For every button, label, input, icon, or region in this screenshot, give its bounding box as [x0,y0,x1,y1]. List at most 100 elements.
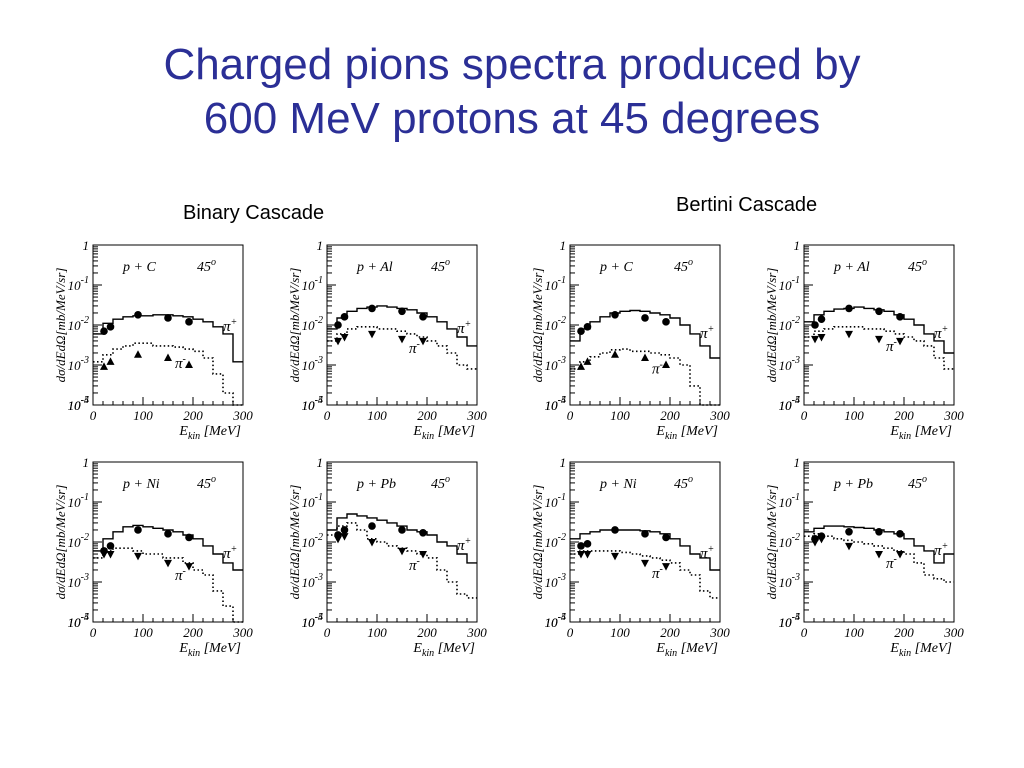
data-point-triangle-up [100,362,108,370]
pi-minus-histogram [570,348,720,406]
x-tick-label: 200 [660,625,680,640]
x-tick-label: 0 [90,408,97,423]
reaction-label: p + Pb [833,477,873,492]
data-point-circle [419,528,427,537]
angle-label: 45o [197,257,216,275]
data-point-triangle-down [662,563,670,571]
plot-frame [803,461,955,623]
data-point-circle [641,530,649,538]
x-tick-label: 300 [709,625,730,640]
data-point-triangle-up [185,360,193,368]
pi-plus-histogram [93,314,243,363]
y-axis-title: dσ/dEdΩ[mb/MeV/sr] [530,485,545,600]
x-tick-label: 300 [232,408,253,423]
data-point-circle [577,542,585,550]
data-point-circle [398,307,406,316]
data-point-triangle-down [811,539,819,547]
x-tick-label: 300 [466,625,487,640]
x-tick-label: 100 [844,625,864,640]
data-point-circle [134,310,142,319]
y-axis-title: dσ/dEdΩ[mb/MeV/sr] [287,268,302,383]
y-axis-title: dσ/dEdΩ[mb/MeV/sr] [530,268,545,383]
data-point-circle [134,526,142,534]
data-point-circle [875,527,883,536]
data-point-circle [611,310,619,319]
x-tick-label: 200 [894,408,914,423]
data-point-circle [583,323,592,331]
x-tick-label: 200 [183,408,203,423]
data-point-triangle-down [185,563,193,571]
x-tick-label: 100 [844,408,864,423]
pi-minus-label: π- [409,556,420,574]
x-tick-label: 300 [943,408,964,423]
data-point-triangle-up [164,353,172,361]
data-point-triangle-down [398,547,406,556]
data-point-triangle-down [368,330,376,339]
x-tick-label: 0 [801,625,808,640]
data-point-triangle-up [611,350,619,358]
data-point-circle [875,307,883,316]
pi-plus-label: π+ [934,541,948,559]
x-tick-label: 200 [183,625,203,640]
data-point-circle [340,526,349,534]
reaction-label: p + Ni [122,477,160,492]
data-point-triangle-down [817,535,826,544]
data-point-triangle-down [419,337,427,346]
y-tick-label: 1 [83,455,90,470]
pi-plus-histogram [570,309,720,359]
data-point-circle [164,530,172,538]
data-point-triangle-up [662,360,670,368]
plot-frame [326,461,478,623]
y-tick-label: 10-3 [779,572,800,590]
reaction-label: p + Ni [599,477,637,492]
y-axis-title: dσ/dEdΩ[mb/MeV/sr] [53,485,68,600]
y-tick-label: 10-2 [779,532,800,550]
x-tick-label: 200 [417,625,437,640]
data-point-triangle-up [583,357,592,365]
pi-plus-label: π+ [700,324,714,342]
x-tick-label: 0 [324,625,331,640]
y-tick-label: 10-1 [68,275,89,293]
data-point-circle [577,327,585,335]
plot-frame [569,244,721,406]
data-point-triangle-down [896,551,904,559]
data-point-triangle-down [811,335,819,344]
y-tick-label: 10-2 [779,315,800,333]
x-tick-label: 100 [610,408,630,423]
data-point-triangle-down [340,533,349,541]
pi-minus-label: π- [652,564,663,582]
data-point-circle [583,540,592,548]
x-axis-title: Ekin [MeV] [178,424,241,442]
y-tick-label: 10-1 [68,492,89,510]
data-point-circle [164,314,172,322]
angle-label: 45o [431,257,450,275]
y-tick-label: 10-2 [302,315,323,333]
data-point-triangle-down [334,337,342,346]
angle-label: 45o [908,474,927,492]
y-tick-label: 1 [317,238,324,253]
x-axis-title: Ekin [MeV] [889,424,952,442]
y-tick-label: 1 [83,238,90,253]
x-tick-label: 300 [709,408,730,423]
data-point-triangle-up [641,353,649,361]
data-point-circle [419,313,427,321]
data-point-triangle-down [611,552,619,561]
pi-plus-label: π+ [700,544,714,562]
y-tick-label: 10-2 [302,532,323,550]
pi-minus-histogram [93,547,243,623]
pi-minus-label: π- [652,359,663,377]
x-axis-title: Ekin [MeV] [178,641,241,659]
data-point-triangle-down [340,334,349,342]
x-tick-label: 100 [367,408,387,423]
plot-frame [92,244,244,406]
y-tick-label: 10-3 [302,355,323,373]
data-point-triangle-down [875,551,883,559]
y-tick-label: 1 [794,455,801,470]
y-tick-label: 10-3 [779,355,800,373]
x-tick-label: 200 [417,408,437,423]
y-tick-label: 10-5 [68,395,89,413]
